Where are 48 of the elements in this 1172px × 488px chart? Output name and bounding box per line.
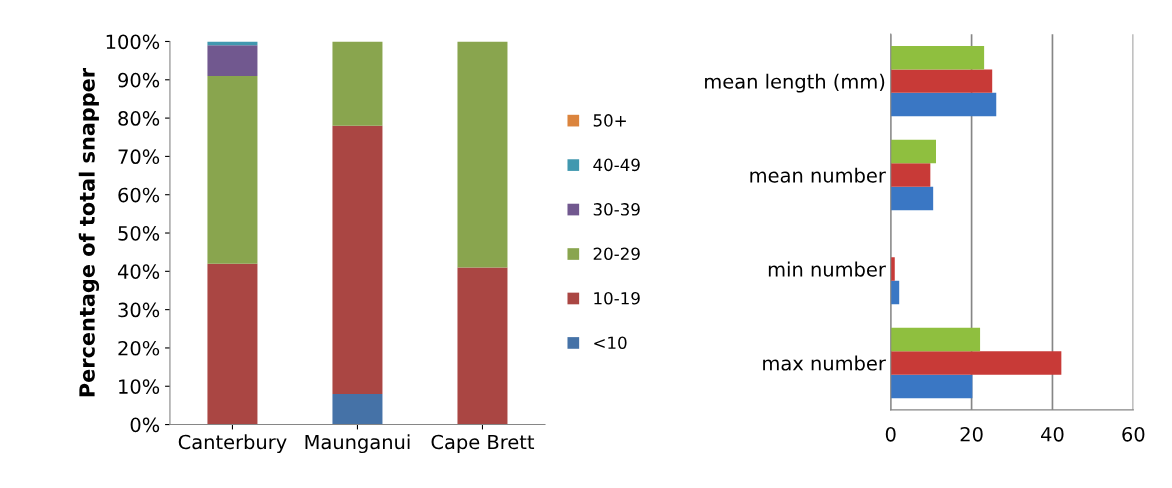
y-tick-label: 30% — [118, 302, 160, 318]
bar — [890, 280, 900, 305]
bar — [890, 374, 973, 399]
bar — [890, 186, 934, 211]
x-tick-label: Maunganui — [305, 434, 410, 454]
x-tick-label: 40 — [1041, 426, 1064, 442]
y-tick-label: min number — [768, 261, 886, 277]
legend-label: 40-49 — [593, 158, 640, 172]
bar — [890, 351, 1062, 375]
legend-label: 30-39 — [593, 203, 640, 216]
y-tick-label: 40% — [117, 264, 160, 279]
y-axis-title: Percentage of total snapper — [78, 68, 100, 397]
x-tick-label: 60 — [1122, 426, 1145, 442]
legend-label: 20-29 — [593, 247, 640, 261]
bar — [890, 163, 931, 187]
y-tick-label: max number — [763, 355, 886, 371]
bar — [332, 125, 383, 394]
bar — [890, 92, 997, 117]
legend-label: <10 — [594, 336, 627, 350]
bar — [332, 393, 383, 425]
y-tick-label: 100% — [106, 34, 160, 50]
y-tick-label: 90% — [118, 72, 160, 88]
y-tick-label: mean length (mm) — [705, 73, 885, 93]
bar — [890, 139, 937, 164]
bar — [207, 263, 258, 425]
bar — [207, 75, 258, 264]
y-tick-label: mean number — [750, 167, 886, 183]
bar — [457, 267, 508, 425]
x-tick-label: 0 — [885, 426, 896, 442]
x-tick-label: 20 — [960, 426, 983, 442]
legend-label: 50+ — [593, 114, 626, 127]
bar — [207, 45, 258, 76]
bar — [890, 45, 985, 70]
y-tick-label: 60% — [118, 187, 160, 203]
y-tick-label: 70% — [118, 149, 160, 165]
bar — [890, 327, 981, 352]
y-tick-label: 20% — [118, 340, 160, 356]
y-tick-label: 0% — [130, 417, 160, 433]
bar — [457, 41, 508, 268]
y-tick-label: 10% — [119, 379, 160, 394]
bar — [890, 257, 895, 281]
x-tick-label: Cape Brett — [431, 434, 535, 454]
y-tick-label: 50% — [118, 225, 160, 241]
bar — [332, 41, 383, 126]
y-tick-label: 80% — [118, 111, 160, 126]
bar — [890, 69, 993, 93]
legend-label: 10-19 — [594, 291, 640, 305]
x-tick-label: Canterbury — [178, 434, 287, 454]
